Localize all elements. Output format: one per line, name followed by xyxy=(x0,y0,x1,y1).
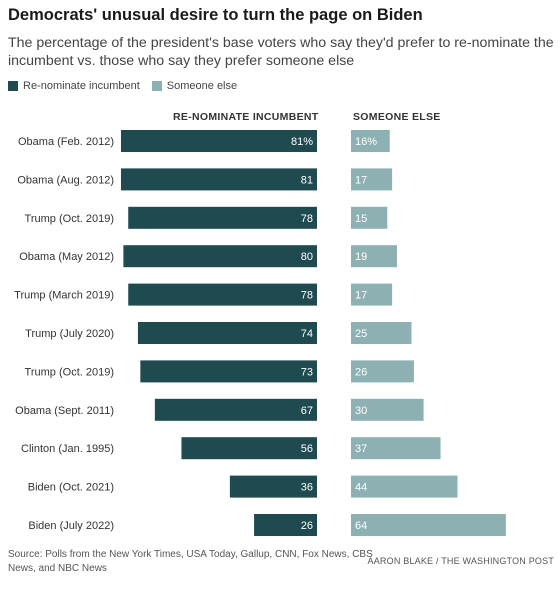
category-label: Trump (March 2019) xyxy=(14,290,114,302)
bar-renominate xyxy=(154,398,317,421)
data-label-renominate: 36 xyxy=(301,482,313,494)
chart-title: Democrats' unusual desire to turn the pa… xyxy=(8,6,423,24)
data-label-renominate: 67 xyxy=(301,405,313,417)
bar-renominate xyxy=(128,206,317,229)
legend-swatch-renominate xyxy=(8,81,18,91)
data-label-someone-else: 64 xyxy=(355,520,367,532)
data-label-someone-else: 17 xyxy=(355,174,367,186)
category-label: Trump (Oct. 2019) xyxy=(25,213,114,225)
bar-renominate xyxy=(123,245,318,268)
data-label-someone-else: 19 xyxy=(355,251,367,263)
category-label: Clinton (Jan. 1995) xyxy=(21,443,114,455)
data-label-someone-else: 30 xyxy=(355,405,367,417)
bar-someone-else xyxy=(351,206,388,229)
bar-someone-else xyxy=(351,514,506,536)
bar-someone-else xyxy=(351,398,424,421)
data-label-renominate: 78 xyxy=(301,213,313,225)
data-label-renominate: 73 xyxy=(301,366,313,378)
bar-someone-else xyxy=(351,475,458,498)
bar-someone-else xyxy=(351,168,393,191)
category-label: Trump (July 2020) xyxy=(25,328,114,340)
legend-swatch-someone-else xyxy=(151,81,162,91)
data-label-someone-else: 44 xyxy=(355,482,367,494)
data-label-someone-else: 15 xyxy=(355,213,367,225)
category-label: Biden (Oct. 2021) xyxy=(28,482,114,494)
legend: Re-nominate incumbent Someone else xyxy=(8,80,249,92)
bar-someone-else xyxy=(351,245,397,268)
category-label: Obama (Aug. 2012) xyxy=(17,174,114,186)
bar-someone-else xyxy=(351,283,393,306)
category-label: Obama (May 2012) xyxy=(19,251,114,263)
legend-item-renominate: Re-nominate incumbent xyxy=(8,80,140,92)
credit-line: AARON BLAKE / THE WASHINGTON POST xyxy=(367,556,554,566)
data-label-renominate: 56 xyxy=(301,443,313,455)
data-label-someone-else: 17 xyxy=(355,290,367,302)
bar-renominate xyxy=(137,322,317,344)
category-label: Trump (Oct. 2019) xyxy=(25,366,114,378)
column-header-renominate: RE-NOMINATE INCUMBENT xyxy=(173,111,319,123)
legend-label-someone-else: Someone else xyxy=(166,80,238,92)
bar-someone-else xyxy=(351,322,412,344)
legend-item-someone-else: Someone else xyxy=(151,80,238,92)
bar-renominate xyxy=(120,168,317,191)
column-header-someone-else: SOMEONE ELSE xyxy=(353,111,441,123)
bar-someone-else xyxy=(351,360,414,383)
category-label: Biden (July 2022) xyxy=(28,520,114,532)
chart-subtitle: The percentage of the president's base v… xyxy=(8,35,554,69)
category-label: Obama (Feb. 2012) xyxy=(18,136,114,148)
data-label-renominate: 81 xyxy=(301,174,313,186)
data-label-someone-else: 16% xyxy=(355,136,377,148)
data-label-renominate: 78 xyxy=(301,290,313,302)
bar-renominate xyxy=(181,437,317,460)
data-label-someone-else: 26 xyxy=(355,366,367,378)
legend-label-renominate: Re-nominate incumbent xyxy=(23,80,140,92)
bar-renominate xyxy=(128,283,317,306)
bar-renominate xyxy=(254,514,317,536)
bar-renominate xyxy=(140,360,317,383)
data-label-renominate: 81% xyxy=(291,136,313,148)
bar-renominate xyxy=(229,475,317,498)
bar-someone-else xyxy=(351,437,441,460)
source-note: Source: Polls from the New York Times, U… xyxy=(8,549,373,574)
data-label-someone-else: 37 xyxy=(355,443,367,455)
data-label-renominate: 80 xyxy=(301,251,313,263)
category-label: Obama (Sept. 2011) xyxy=(15,405,114,417)
data-label-renominate: 74 xyxy=(301,328,313,340)
bar-renominate xyxy=(120,130,317,152)
data-label-someone-else: 25 xyxy=(355,328,367,340)
data-label-renominate: 26 xyxy=(301,520,313,532)
bar-someone-else xyxy=(351,130,390,152)
